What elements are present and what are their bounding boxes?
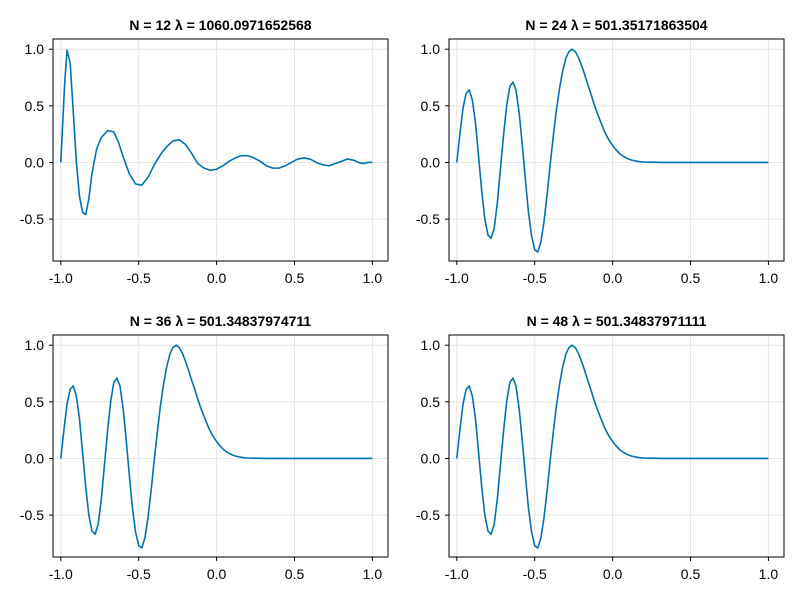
x-tick-label: -0.5 bbox=[127, 566, 151, 582]
series-line bbox=[59, 49, 373, 216]
x-tick-label: 0.0 bbox=[207, 270, 227, 286]
subplot-title: N = 36 λ = 501.34837974711 bbox=[130, 313, 312, 329]
y-tick-label: -0.5 bbox=[20, 507, 44, 523]
y-tick-label: 0.0 bbox=[421, 450, 441, 466]
x-tick-label: -0.5 bbox=[523, 270, 547, 286]
y-tick-label: 0.5 bbox=[25, 394, 45, 410]
x-tick-label: 0.5 bbox=[285, 270, 305, 286]
subplot-title: N = 12 λ = 1060.0971652568 bbox=[129, 17, 311, 33]
series-line bbox=[59, 344, 373, 549]
y-tick-label: 1.0 bbox=[421, 337, 441, 353]
plot-frame bbox=[52, 38, 389, 262]
x-tick-label: -1.0 bbox=[49, 270, 73, 286]
y-tick-label: 0.5 bbox=[421, 394, 441, 410]
y-tick-label: 0.0 bbox=[421, 154, 441, 170]
subplot-2: N = 24 λ = 501.35171863504 -1.0 -0.5 0.0 0.5… bbox=[416, 17, 785, 286]
series-line bbox=[455, 344, 769, 549]
x-tick-label: 1.0 bbox=[363, 270, 383, 286]
plot-frame bbox=[448, 38, 785, 262]
x-tick-label: -0.5 bbox=[127, 270, 151, 286]
plot-frame bbox=[448, 334, 785, 558]
y-tick-label: -0.5 bbox=[416, 211, 440, 227]
x-tick-label: 0.5 bbox=[681, 270, 701, 286]
subplot-title: N = 48 λ = 501.34837971111 bbox=[527, 313, 707, 329]
x-tick-label: 1.0 bbox=[759, 566, 779, 582]
x-tick-label: 1.0 bbox=[363, 566, 383, 582]
y-tick-label: 1.0 bbox=[25, 41, 45, 57]
x-tick-label: 0.5 bbox=[285, 566, 305, 582]
subplot-1: N = 12 λ = 1060.0971652568 -1.0 -0.5 0.0 0.5… bbox=[20, 17, 389, 286]
y-tick-label: 0.5 bbox=[421, 98, 441, 114]
y-tick-label: -0.5 bbox=[20, 211, 44, 227]
x-tick-label: 1.0 bbox=[759, 270, 779, 286]
subplot-4: N = 48 λ = 501.34837971111 -1.0 -0.5 0.0 0.5… bbox=[416, 313, 785, 582]
y-tick-label: 0.0 bbox=[25, 154, 45, 170]
x-tick-label: 0.0 bbox=[603, 270, 623, 286]
x-tick-label: 0.0 bbox=[603, 566, 623, 582]
subplot-title: N = 24 λ = 501.35171863504 bbox=[525, 17, 707, 33]
y-tick-label: 1.0 bbox=[25, 337, 45, 353]
y-tick-label: -0.5 bbox=[416, 507, 440, 523]
x-tick-label: 0.0 bbox=[207, 566, 227, 582]
x-tick-label: 0.5 bbox=[681, 566, 701, 582]
subplot-3: N = 36 λ = 501.34837974711 -1.0 -0.5 0.0 0.5… bbox=[20, 313, 389, 582]
series-line bbox=[455, 48, 769, 253]
x-tick-label: -1.0 bbox=[445, 566, 469, 582]
y-tick-label: 1.0 bbox=[421, 41, 441, 57]
y-tick-label: 0.0 bbox=[25, 450, 45, 466]
x-tick-label: -0.5 bbox=[523, 566, 547, 582]
x-tick-label: -1.0 bbox=[445, 270, 469, 286]
x-tick-label: -1.0 bbox=[49, 566, 73, 582]
plot-frame bbox=[52, 334, 389, 558]
y-tick-label: 0.5 bbox=[25, 98, 45, 114]
